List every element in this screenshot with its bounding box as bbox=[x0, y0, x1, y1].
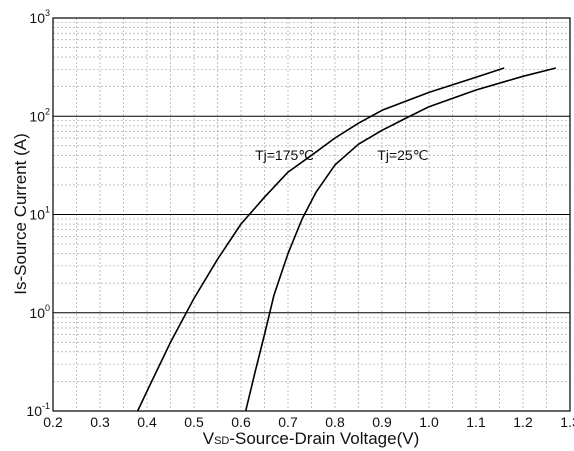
x-tick-label: 1.1 bbox=[466, 414, 486, 430]
y-tick-label: 10-1 bbox=[26, 401, 50, 419]
x-axis-title: VSD-Source-Drain Voltage(V) bbox=[203, 429, 420, 448]
y-tick-label: 100 bbox=[29, 303, 50, 321]
y-tick-label: 102 bbox=[29, 106, 50, 124]
series-line-2 bbox=[244, 67, 557, 412]
series-annotation: Tj=175℃ bbox=[255, 147, 314, 163]
x-tick-label: 0.4 bbox=[137, 414, 157, 430]
x-tick-labels: 0.2 0.3 0.4 0.5 0.6 0.7 0.8 0.9 1.0 1.1 1.2 1.3 bbox=[43, 414, 574, 430]
y-tick-label: 101 bbox=[29, 205, 50, 223]
x-tick-label: 1.2 bbox=[513, 414, 533, 430]
y-axis-title: Is-Source Current (A) bbox=[11, 133, 30, 295]
x-tick-label: 0.5 bbox=[184, 414, 204, 430]
x-tick-label: 0.3 bbox=[90, 414, 110, 430]
series-line-1 bbox=[136, 67, 505, 412]
curves bbox=[136, 67, 557, 412]
x-tick-label: 0.2 bbox=[43, 414, 63, 430]
series-annotation: Tj=25℃ bbox=[377, 147, 428, 163]
plot-frame bbox=[52, 17, 571, 412]
x-tick-label: 1.0 bbox=[419, 414, 439, 430]
x-tick-label: 0.8 bbox=[325, 414, 345, 430]
y-tick-labels: 10-1 100 101 102 103 bbox=[26, 8, 50, 419]
x-tick-label: 0.9 bbox=[372, 414, 392, 430]
x-tick-label: 1.3 bbox=[560, 414, 574, 430]
x-tick-label: 0.6 bbox=[231, 414, 251, 430]
grid bbox=[53, 18, 570, 411]
x-tick-label: 0.7 bbox=[278, 414, 298, 430]
y-tick-label: 103 bbox=[29, 8, 50, 26]
annotations: Tj=175℃ Tj=25℃ bbox=[255, 147, 428, 163]
